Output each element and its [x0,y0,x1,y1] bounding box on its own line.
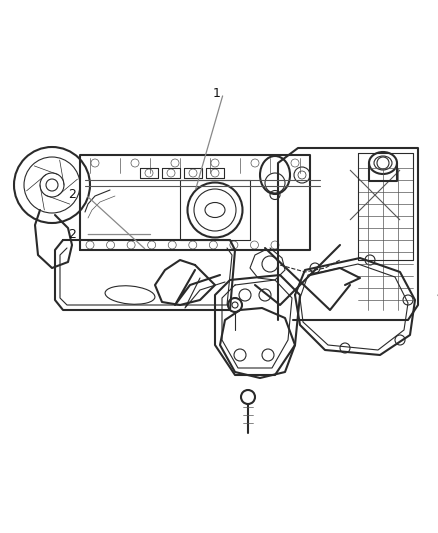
Text: 2: 2 [68,188,76,201]
Text: 2: 2 [68,228,76,241]
Text: 1: 1 [213,87,221,100]
